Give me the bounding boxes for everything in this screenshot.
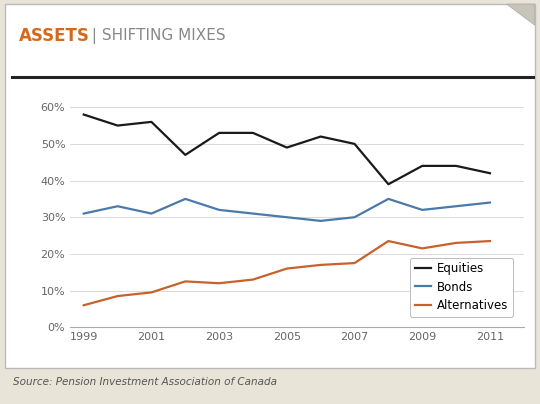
- Text: | SHIFTING MIXES: | SHIFTING MIXES: [87, 28, 225, 44]
- Text: ASSETS: ASSETS: [19, 27, 90, 45]
- Text: Source: Pension Investment Association of Canada: Source: Pension Investment Association o…: [14, 377, 278, 387]
- Legend: Equities, Bonds, Alternatives: Equities, Bonds, Alternatives: [410, 257, 514, 317]
